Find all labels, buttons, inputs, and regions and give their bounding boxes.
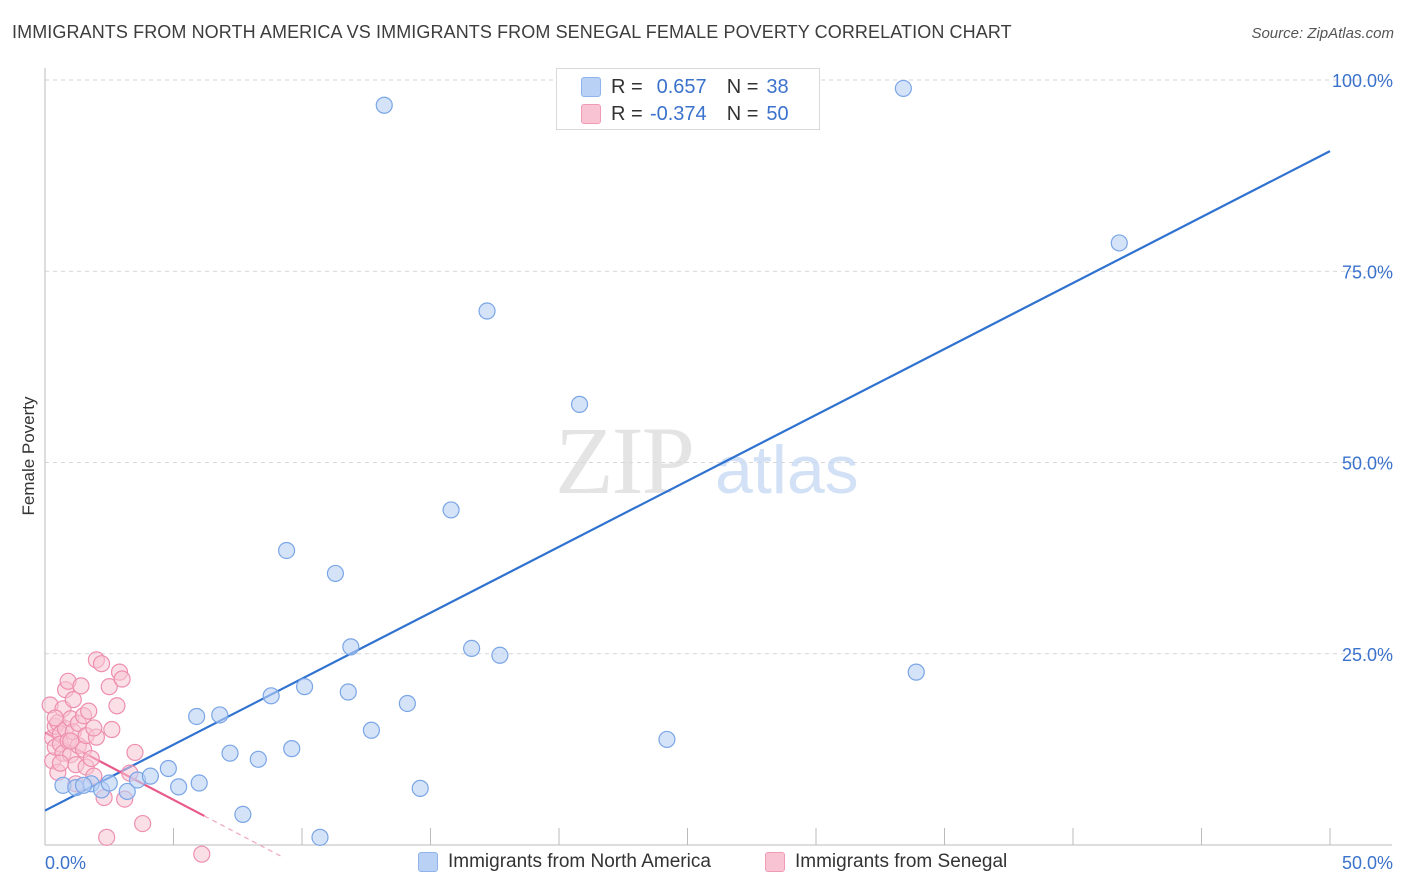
- points-north-america: [54, 79, 1128, 846]
- point-north-america: [190, 774, 208, 792]
- point-north-america: [249, 750, 267, 768]
- legend-item-senegal[interactable]: Immigrants from Senegal: [765, 851, 1007, 873]
- point-senegal: [126, 743, 144, 762]
- point-north-america: [170, 778, 188, 796]
- point-north-america: [221, 744, 239, 762]
- point-north-america: [894, 79, 912, 98]
- y-tick-label: 25.0%: [1342, 645, 1393, 665]
- watermark-zip: ZIP: [555, 407, 693, 514]
- n-label: N =: [726, 75, 759, 98]
- point-north-america: [188, 707, 206, 726]
- point-north-america: [118, 782, 136, 801]
- legend-swatch-senegal: [765, 852, 785, 872]
- point-north-america: [141, 767, 159, 785]
- point-senegal: [103, 720, 121, 739]
- point-north-america: [262, 687, 280, 705]
- point-senegal: [46, 709, 64, 727]
- n-value-north-america: 38: [766, 75, 789, 98]
- y-axis-label: Female Poverty: [19, 396, 38, 516]
- point-north-america: [234, 805, 252, 824]
- point-north-america: [295, 678, 314, 696]
- point-north-america: [398, 694, 416, 713]
- point-north-america: [463, 639, 481, 657]
- point-north-america: [411, 779, 429, 797]
- r-label: R =: [611, 102, 643, 125]
- point-senegal: [92, 655, 111, 673]
- point-north-america: [342, 638, 360, 656]
- point-north-america: [478, 302, 496, 320]
- point-north-america: [1110, 234, 1128, 252]
- point-north-america: [362, 721, 380, 739]
- watermark-atlas: atlas: [715, 432, 859, 508]
- watermark: ZIP atlas: [555, 407, 859, 514]
- point-senegal: [82, 749, 100, 768]
- r-value-north-america: 0.657: [656, 75, 707, 98]
- point-north-america: [442, 501, 460, 519]
- trend-line-senegal-extension: [204, 815, 282, 858]
- y-tick-label: 100.0%: [1332, 71, 1393, 91]
- legend-item-north-america[interactable]: Immigrants from North America: [418, 851, 711, 873]
- n-label: N =: [726, 102, 759, 125]
- legend-swatch-north-america: [418, 852, 438, 872]
- legend-label-north-america: Immigrants from North America: [448, 851, 711, 872]
- point-senegal: [80, 702, 98, 720]
- tick-labels: 25.0% 50.0% 75.0% 100.0% 0.0% 50.0%: [45, 71, 1393, 873]
- trend-line-north-america: [44, 150, 1331, 812]
- point-senegal: [62, 732, 80, 750]
- point-north-america: [311, 828, 329, 846]
- y-tick-label: 75.0%: [1342, 262, 1393, 282]
- point-north-america: [907, 663, 925, 681]
- chart-title: IMMIGRANTS FROM NORTH AMERICA VS IMMIGRA…: [12, 22, 1012, 42]
- n-value-senegal: 50: [766, 102, 789, 125]
- legend-label-senegal: Immigrants from Senegal: [795, 851, 1008, 872]
- source-label: Source: ZipAtlas.com: [1251, 25, 1394, 42]
- point-senegal: [98, 828, 116, 846]
- stats-row-senegal: R = -0.374 N = 50: [581, 102, 789, 126]
- grid-lines: [45, 79, 1392, 655]
- point-north-america: [283, 740, 301, 758]
- stats-row-north-america: R = 0.657 N = 38: [581, 75, 789, 99]
- axes: [44, 68, 1392, 846]
- point-north-america: [100, 774, 118, 792]
- point-senegal: [113, 670, 131, 688]
- point-north-america: [326, 564, 345, 583]
- point-senegal: [51, 754, 70, 772]
- point-north-america: [277, 541, 296, 560]
- swatch-senegal: [581, 104, 601, 124]
- points-senegal: [41, 651, 211, 863]
- swatch-north-america: [581, 77, 601, 97]
- point-senegal: [134, 814, 152, 833]
- r-label: R =: [611, 75, 643, 98]
- point-senegal: [85, 719, 103, 737]
- y-tick-label: 50.0%: [1342, 454, 1393, 474]
- point-senegal: [100, 678, 118, 696]
- point-north-america: [74, 776, 93, 794]
- point-north-america: [211, 706, 229, 724]
- r-value-senegal: -0.374: [649, 102, 707, 125]
- point-north-america: [491, 646, 509, 664]
- stats-legend: R = 0.657 N = 38 R = -0.374 N = 50: [556, 68, 820, 130]
- point-senegal: [193, 845, 211, 863]
- bottom-legend: Immigrants from North America Immigrants…: [0, 851, 1406, 879]
- point-north-america: [375, 96, 393, 114]
- point-senegal: [72, 677, 90, 695]
- point-senegal: [64, 691, 82, 709]
- x-tick-label-min: 0.0%: [45, 853, 86, 873]
- point-north-america: [570, 395, 589, 413]
- point-north-america: [339, 683, 357, 701]
- x-tick-label-max: 50.0%: [1342, 853, 1393, 873]
- point-north-america: [159, 759, 177, 778]
- point-senegal: [108, 697, 126, 715]
- point-north-america: [658, 730, 676, 749]
